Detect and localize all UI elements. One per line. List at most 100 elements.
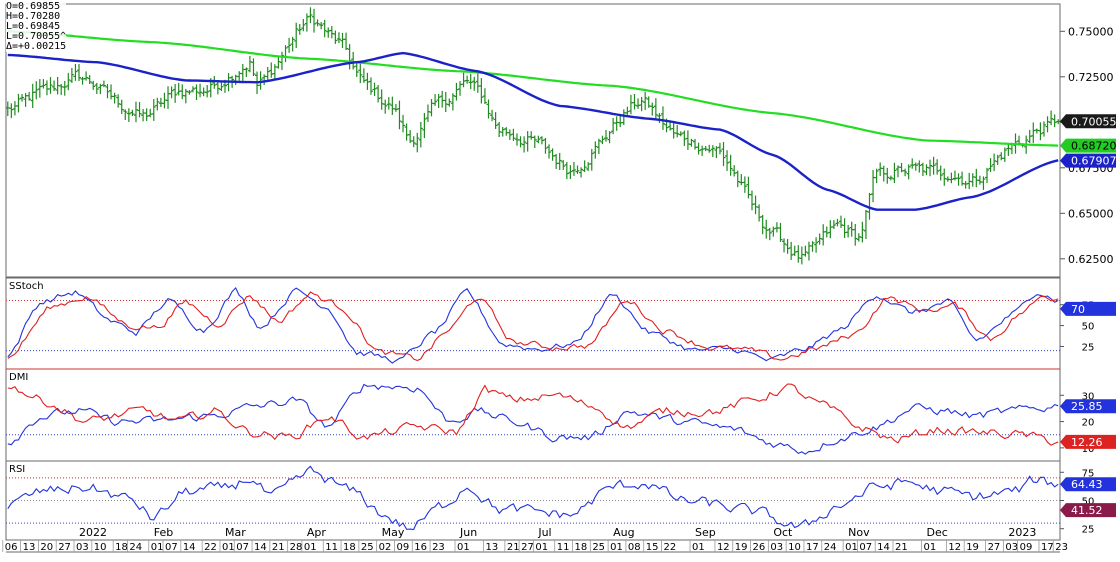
dmi-tag-minus-label: 12.26 xyxy=(1071,436,1103,449)
price-bar xyxy=(938,165,943,181)
price-tag-ma_long: 0.68720 xyxy=(1060,138,1117,153)
price-bar xyxy=(678,131,683,137)
dmi-tag-minus-bg xyxy=(1060,434,1116,449)
x-month-label: Jul xyxy=(537,526,551,539)
panel-frame-stoch xyxy=(5,277,1061,370)
price-bar xyxy=(760,214,765,235)
price-bar xyxy=(415,132,420,153)
price-bar xyxy=(482,88,487,105)
price-bar xyxy=(486,99,491,119)
price-bar xyxy=(547,144,552,159)
price-bar xyxy=(906,164,911,180)
price-bar xyxy=(173,84,178,103)
price-bar xyxy=(27,91,32,101)
price-bar xyxy=(368,77,373,95)
price-bar xyxy=(1045,116,1050,133)
price-bar xyxy=(910,158,915,169)
price-bar xyxy=(393,103,398,112)
price-bar xyxy=(155,97,160,111)
price-bar xyxy=(579,167,584,178)
price-bar xyxy=(422,112,427,139)
x-axis: 2022 Feb Mar Apr May Jun Jul Aug Sep Oct Nov Dec 202… xyxy=(2,526,1068,553)
stoch-panel: 255075SStoch70 xyxy=(6,281,1116,364)
price-bar xyxy=(500,126,505,137)
price-bar xyxy=(98,83,103,95)
price-bar xyxy=(885,167,890,184)
price-bar xyxy=(383,99,388,114)
rsi-title: RSI xyxy=(9,464,25,475)
dmi-tag-plus: 25.85 xyxy=(1060,399,1116,414)
x-day-label: 27 xyxy=(988,542,1001,553)
price-bar xyxy=(258,71,263,90)
x-day-label: 18 xyxy=(115,542,128,553)
price-bar xyxy=(376,85,381,103)
price-bar xyxy=(304,13,309,32)
price-bar xyxy=(315,19,320,27)
price-bar xyxy=(1052,114,1057,128)
price-bar xyxy=(728,154,733,176)
price-bar xyxy=(351,51,356,70)
x-day-label: 06 xyxy=(5,542,18,553)
price-bar xyxy=(436,93,441,109)
price-tag-ma_long-label: 0.68720 xyxy=(1071,140,1117,153)
price-bar xyxy=(215,81,220,95)
x-day-label: 25 xyxy=(592,542,605,553)
x-day-label: 18 xyxy=(575,542,588,553)
x-day-label: 11 xyxy=(325,542,338,553)
price-bar xyxy=(401,114,406,133)
ohlc-last: L=0.70055^ xyxy=(6,31,67,42)
dmi-tag-plus-bg xyxy=(1060,399,1116,414)
stoch-tag-k-bg xyxy=(1060,301,1116,316)
x-day-label: 24 xyxy=(129,542,142,553)
x-day-label: 14 xyxy=(254,542,267,553)
price-bar xyxy=(735,170,740,188)
price-bar xyxy=(287,37,292,53)
price-bar xyxy=(344,32,349,51)
dmi-title: DMI xyxy=(9,372,28,383)
price-bar xyxy=(479,78,484,104)
x-day-label: 07 xyxy=(859,542,872,553)
price-bar xyxy=(468,73,473,90)
price-bar xyxy=(742,176,747,193)
price-bar xyxy=(789,241,794,260)
x-month-label: Feb xyxy=(154,526,173,539)
price-tag-ma_short: 0.67907 xyxy=(1060,153,1117,168)
price-bar xyxy=(493,112,498,129)
price-bar xyxy=(920,162,925,176)
dmi-tag-minus: 12.26 xyxy=(1060,434,1116,449)
price-bar xyxy=(333,30,338,44)
price-bar xyxy=(703,145,708,152)
price-bar xyxy=(76,64,81,82)
price-bar xyxy=(411,136,416,148)
price-bar xyxy=(297,24,302,35)
price-ytick-label: 0.65000 xyxy=(1068,207,1114,220)
price-bar xyxy=(251,58,256,77)
price-bar xyxy=(522,136,527,153)
price-bar xyxy=(721,142,726,167)
x-day-label: 01 xyxy=(222,542,235,553)
price-bar xyxy=(650,102,655,116)
price-bar xyxy=(643,91,648,110)
stoch-ytick-label: 25 xyxy=(1082,342,1095,353)
x-day-label: 08 xyxy=(628,542,641,553)
price-bar xyxy=(817,233,822,245)
rsi-tag-rsi-bg xyxy=(1060,477,1116,492)
x-day-label: 19 xyxy=(735,542,748,553)
price-bar xyxy=(992,153,997,172)
x-month-label: May xyxy=(382,526,405,539)
price-bar xyxy=(219,81,224,92)
price-bar xyxy=(511,128,516,141)
price-tag-ma_long-bg xyxy=(1060,138,1116,153)
price-bar xyxy=(853,224,858,246)
price-bar xyxy=(265,66,270,81)
x-month-label: Aug xyxy=(613,526,634,539)
price-bar xyxy=(874,168,879,184)
price-bar xyxy=(846,224,851,238)
x-month-label: Nov xyxy=(848,526,870,539)
x-day-label: 21 xyxy=(507,542,520,553)
price-bar xyxy=(1049,110,1054,126)
price-bar xyxy=(675,124,680,138)
price-bar xyxy=(600,135,605,145)
ohlc-high: H=0.70280 xyxy=(6,11,61,22)
